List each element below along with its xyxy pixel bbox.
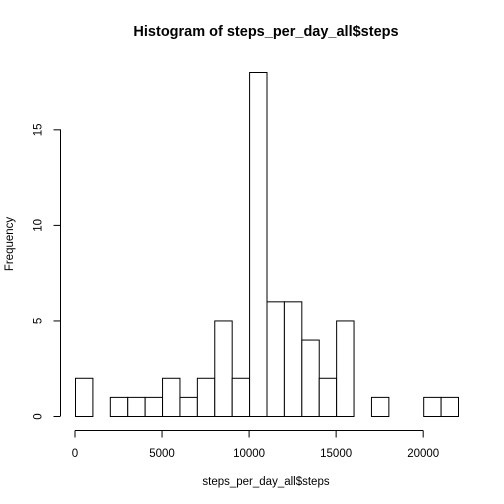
histogram-bar: [440, 396, 459, 418]
histogram-bar: [336, 320, 355, 417]
y-tick-label: 10: [33, 219, 45, 232]
y-axis: 0 5 10 15: [33, 123, 61, 420]
histogram-bar: [370, 396, 390, 418]
chart-title: Histogram of steps_per_day_all$steps: [133, 24, 398, 40]
histogram-bar: [423, 396, 442, 418]
histogram-bar: [127, 396, 146, 418]
x-axis: 0 5000 10000 15000 20000: [72, 430, 439, 460]
histogram-bar: [179, 396, 198, 418]
histogram-bar: [75, 377, 94, 417]
histogram-bars: [75, 72, 459, 418]
histogram-bar: [196, 377, 216, 417]
x-tick-label: 15000: [320, 448, 352, 460]
y-tick-label: 0: [33, 413, 45, 419]
histogram-bar: [144, 396, 164, 418]
histogram-bar: [301, 339, 320, 417]
histogram-bar: [266, 301, 285, 417]
x-tick-label: 10000: [233, 448, 265, 460]
x-axis-label: steps_per_day_all$steps: [202, 476, 329, 488]
y-axis-label: Frequency: [4, 217, 16, 272]
x-tick-label: 5000: [149, 448, 175, 460]
y-tick-label: 15: [33, 123, 45, 136]
x-tick-label: 0: [72, 448, 78, 460]
y-tick-label: 5: [33, 318, 45, 324]
x-tick-label: 20000: [407, 448, 439, 460]
histogram-bar: [109, 396, 129, 418]
histogram-bar: [283, 301, 303, 417]
histogram-bar: [231, 377, 251, 417]
histogram-bar: [318, 377, 338, 417]
histogram-bar: [249, 72, 268, 417]
histogram-bar: [214, 320, 233, 417]
histogram-bar: [162, 377, 181, 417]
